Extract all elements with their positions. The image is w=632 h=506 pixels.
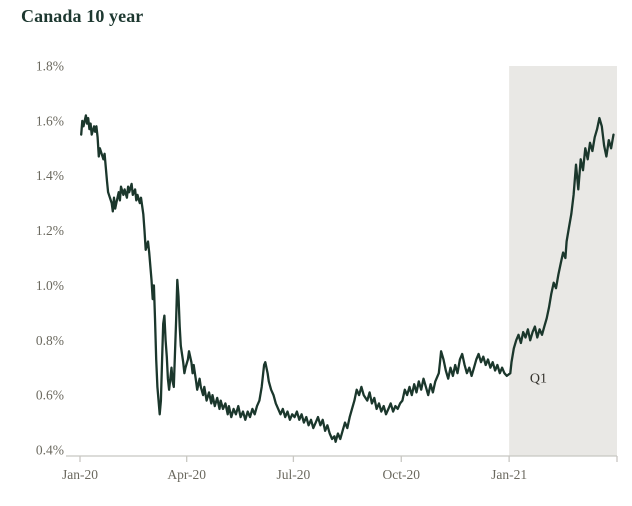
- x-tick-label: Apr-20: [167, 467, 206, 482]
- chart-title: Canada 10 year: [21, 6, 144, 26]
- y-tick-label: 0.8%: [36, 333, 64, 348]
- x-tick-label: Jan-20: [62, 467, 98, 482]
- yield-line-series: [80, 114, 615, 443]
- y-tick-label: 0.4%: [36, 443, 64, 458]
- x-tick-label: Oct-20: [383, 467, 421, 482]
- x-tick-label: Jan-21: [491, 467, 527, 482]
- y-tick-label: 1.2%: [36, 223, 64, 238]
- y-tick-label: 0.6%: [36, 388, 64, 403]
- q1-highlight-region: [509, 66, 617, 456]
- y-tick-label: 1.4%: [36, 168, 64, 183]
- x-tick-label: Jul-20: [277, 467, 311, 482]
- q1-annotation-label: Q1: [530, 371, 547, 386]
- y-tick-label: 1.8%: [36, 59, 64, 74]
- y-tick-label: 1.6%: [36, 113, 64, 128]
- y-tick-label: 1.0%: [36, 278, 64, 293]
